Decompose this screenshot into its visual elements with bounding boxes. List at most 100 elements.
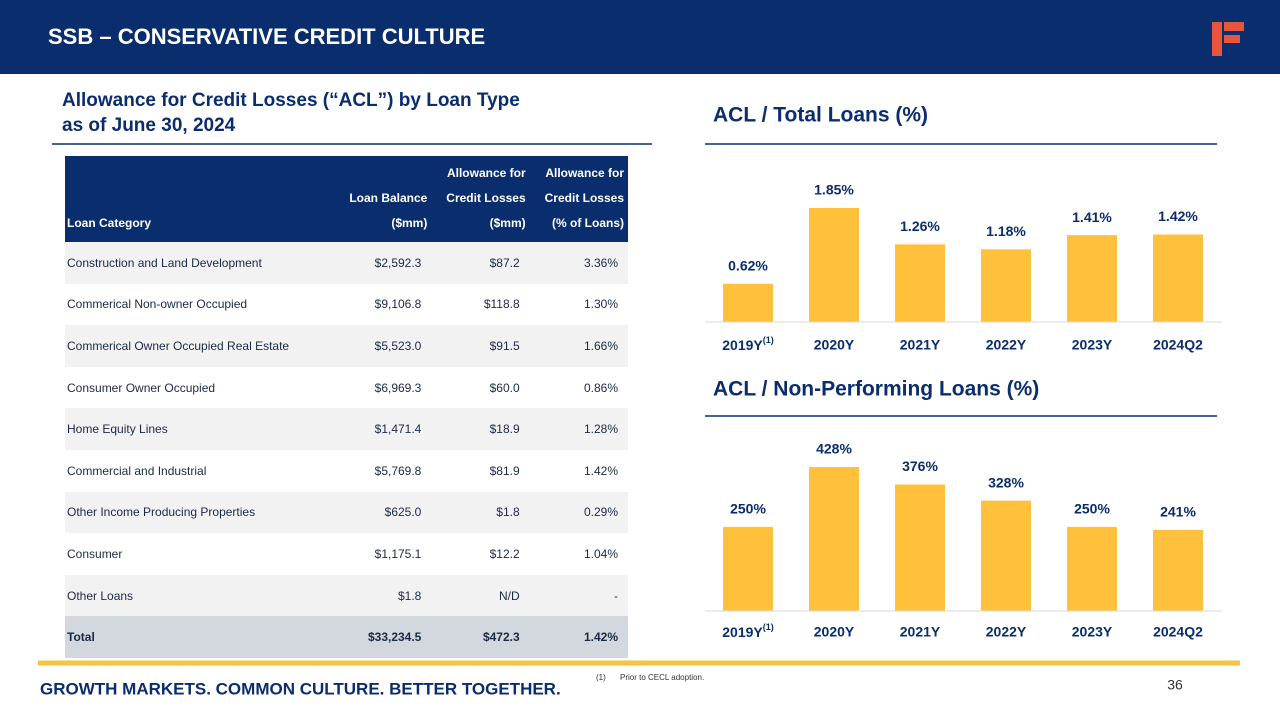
table-cell: Home Equity Lines [65,408,335,450]
data-label: 428% [816,441,852,457]
table-row: Home Equity Lines $1,471.4 $18.9 1.28% [65,408,628,450]
total-cell: $472.3 [431,616,530,658]
bar [1067,526,1117,611]
table-cell: $60.0 [489,380,520,395]
table-cell: 1.28% [529,408,628,450]
data-label: 1.41% [1072,209,1112,225]
table-cell: $5,523.0 [334,325,432,367]
table-row: Other Income Producing Properties $625.0 $… [65,491,628,534]
loan-table: Loan Category Loan Balance ($mm) Allowance … [65,156,628,658]
table-cell: $2,592.3 [334,242,432,284]
header-line: Allowance for [545,166,624,180]
table-row: Other Loans $1.8 N/D - [65,574,628,617]
table-cell: Construction and Land Development [65,242,335,284]
column-header: Loan Category [65,156,335,242]
x-tick-label: 2022Y [986,624,1027,640]
table-cell: 1.30% [583,297,618,312]
total-cell: 1.42% [529,616,628,658]
logo [1212,22,1244,56]
bar [809,467,859,611]
x-tick-label: 2024Q2 [1153,337,1203,353]
bar [723,283,773,322]
slide-title: SSB – CONSERVATIVE CREDIT CULTURE [48,24,485,49]
table-cell: - [529,574,628,617]
x-tick-label: 2019Y(1) [722,335,773,352]
x-tick-label: 2023Y [1072,624,1113,640]
header-line: Credit Losses [544,191,624,205]
x-tick-label: 2019Y(1) [722,622,773,639]
total-row: Total $33,234.5 $472.3 1.42% [65,616,628,658]
x-tick-label: 2022Y [986,337,1027,353]
bar [1153,234,1203,322]
data-label: 1.18% [986,223,1026,239]
total-cell: Total [65,616,335,658]
tagline: GROWTH MARKETS. COMMON CULTURE. BETTER T… [40,679,561,698]
table-cell: $81.9 [489,463,520,478]
table-cell: Other Income Producing Properties [65,491,335,534]
x-tick-label: 2021Y [900,337,941,353]
table-cell: $6,969.3 [374,380,422,395]
table-row: Consumer $1,175.1 $12.2 1.04% [65,533,628,575]
total-cell: $33,234.5 [334,616,432,658]
data-label: 376% [902,458,938,474]
column-header: Allowance for Credit Losses ($mm) [431,156,530,242]
data-label: 328% [988,474,1024,490]
header-line: Credit Losses [446,191,526,205]
bar [723,526,773,611]
column-header: Loan Balance ($mm) [334,156,432,242]
x-tick-label: 2024Q2 [1153,624,1203,640]
table-cell: $18.9 [431,408,530,450]
bar [809,208,859,322]
bar [1067,235,1117,322]
table-cell: 3.36% [529,242,628,284]
table-cell: 1.42% [583,463,618,478]
table-cell: $5,769.8 [374,463,422,478]
table-cell: Consumer Owner Occupied [67,380,216,395]
table-cell: Commerical Owner Occupied Real Estate [65,325,335,367]
footnote-marker: (1) [596,673,606,682]
table-cell: $1.8 [431,491,530,534]
table-cell: Other Loans [65,574,335,617]
column-header: Allowance for Credit Losses (% of Loans) [529,156,628,242]
table-row: Construction and Land Development $2,592.… [65,242,628,284]
header-line: Allowance for [446,166,526,180]
table-cell: Commerical Non-owner Occupied [67,297,248,312]
header-bar [0,0,1280,74]
table-cell: $12.2 [489,546,520,561]
table-row: Commerical Owner Occupied Real Estate $5,… [65,325,628,367]
data-label: 1.42% [1158,208,1198,224]
data-label: 1.85% [814,182,854,198]
table-cell: 1.04% [583,546,618,561]
chart-title: ACL / Non-Performing Loans (%) [713,378,1039,401]
page-number: 36 [1167,677,1183,693]
table-row: Commerical Non-owner Occupied $9,106.8 $11… [65,284,628,326]
table-row: Consumer Owner Occupied $6,969.3 $60.0 0.86… [65,367,628,409]
table-cell: 0.29% [529,491,628,534]
table-cell: $625.0 [334,491,432,534]
data-label: 1.26% [900,218,940,234]
data-label: 250% [730,501,766,517]
bar [981,249,1031,322]
chart-title: ACL / Total Loans (%) [713,104,928,127]
table-cell: $1.8 [334,574,432,617]
bar [981,500,1031,611]
table-cell: $118.8 [483,297,520,312]
table-title: as of June 30, 2024 [62,115,236,136]
x-tick-label: 2020Y [814,337,855,353]
x-tick-label: 2020Y [814,624,855,640]
header-line: ($mm) [489,216,526,230]
table-cell: $1,175.1 [374,546,422,561]
table-cell: Commercial and Industrial [67,463,207,478]
table-cell: 0.86% [583,380,618,395]
table-cell: 1.66% [529,325,628,367]
data-label: 250% [1074,501,1110,517]
table-cell: $9,106.8 [374,297,422,312]
table-cell: $1,471.4 [334,408,432,450]
data-label: 241% [1160,504,1196,520]
bar [895,244,945,322]
header-line: Loan Category [67,216,152,230]
header-line: Loan Balance [349,191,428,205]
bar [895,484,945,611]
